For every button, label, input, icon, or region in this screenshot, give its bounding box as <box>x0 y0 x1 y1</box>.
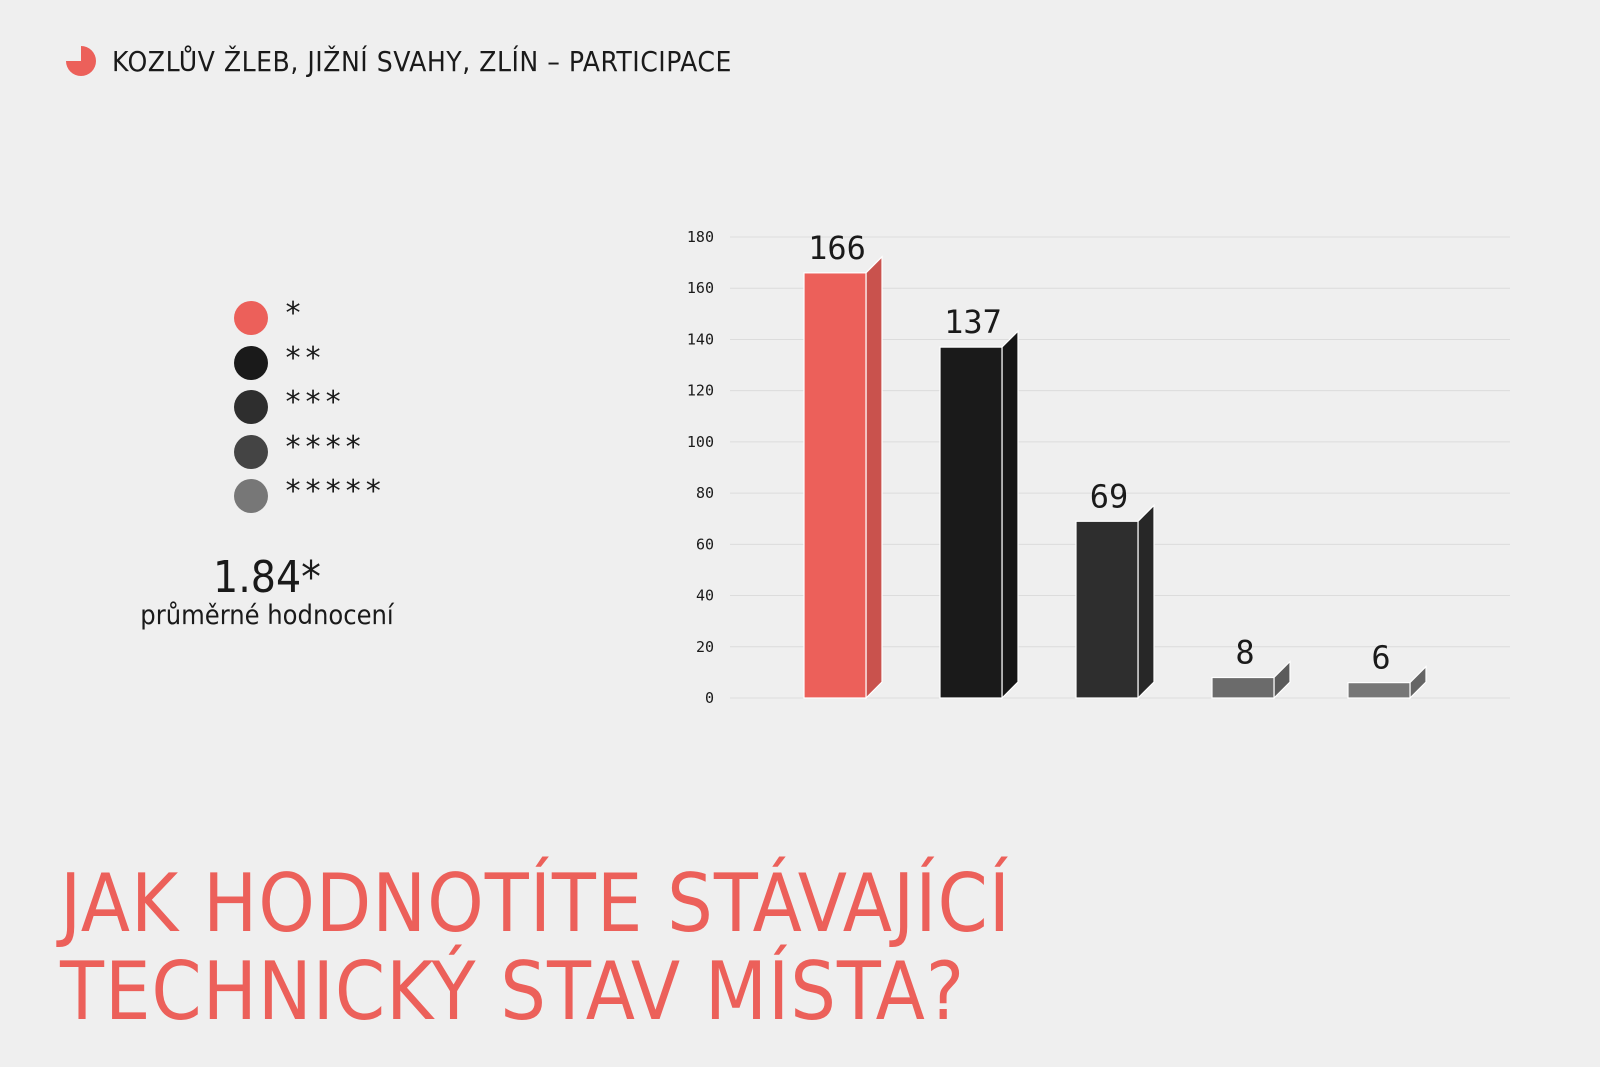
legend-item: ***** <box>234 474 384 519</box>
survey-question-line-2: TECHNICKÝ STAV MÍSTA? <box>60 945 966 1038</box>
legend-label: ***** <box>284 474 385 510</box>
bar-front <box>1075 520 1139 699</box>
y-tick-label: 140 <box>687 330 714 348</box>
bar-value-label: 8 <box>1235 634 1254 672</box>
legend-label: *** <box>284 385 345 421</box>
legend-label: **** <box>284 429 365 465</box>
bar <box>803 255 883 700</box>
bar <box>1075 503 1155 700</box>
y-tick-label: 0 <box>705 689 714 707</box>
bar-value-label: 166 <box>808 229 866 267</box>
pie-chart-icon <box>66 46 96 76</box>
bar-front <box>1211 676 1275 699</box>
bar-front <box>1347 682 1411 699</box>
survey-question: JAK HODNOTÍTE STÁVAJÍCÍ TECHNICKÝ STAV M… <box>60 860 1011 1036</box>
page-title: KOZLŮV ŽLEB, JIŽNÍ SVAHY, ZLÍN – PARTICI… <box>112 44 732 78</box>
y-tick-label: 180 <box>687 228 714 246</box>
y-tick-label: 120 <box>687 382 714 400</box>
legend-item: *** <box>234 385 384 430</box>
chart-bars <box>803 255 1427 700</box>
y-tick-label: 80 <box>696 484 714 502</box>
bar <box>1211 660 1291 700</box>
legend-dot <box>234 479 268 514</box>
y-tick-label: 160 <box>687 279 714 297</box>
bar <box>1347 665 1427 700</box>
survey-question-line-1: JAK HODNOTÍTE STÁVAJÍCÍ <box>60 857 1011 950</box>
bar-value-label: 6 <box>1371 639 1390 677</box>
bar <box>939 329 1019 700</box>
legend-item: **** <box>234 430 384 475</box>
rating-bar-chart: 0 20 40 60 80 100 120 140 160 180 166 137 69 8 6 <box>687 228 1510 707</box>
bar-value-label: 69 <box>1090 477 1129 515</box>
y-tick-label: 100 <box>687 433 714 451</box>
bar-side <box>865 255 883 700</box>
average-rating-value: 1.84* <box>213 552 321 603</box>
chart-legend: * ** *** **** ***** <box>234 296 384 519</box>
legend-dot <box>234 390 268 425</box>
y-tick-label: 40 <box>696 587 714 605</box>
legend-dot <box>234 345 268 380</box>
page-header: KOZLŮV ŽLEB, JIŽNÍ SVAHY, ZLÍN – PARTICI… <box>64 44 732 78</box>
bar-side <box>1409 665 1427 700</box>
bar-front <box>939 346 1003 699</box>
legend-label: ** <box>284 340 325 376</box>
bar-front <box>803 272 867 699</box>
y-tick-label: 60 <box>696 535 714 553</box>
y-tick-label: 20 <box>696 638 714 656</box>
average-rating-label: průměrné hodnocení <box>140 600 394 631</box>
legend-dot <box>234 434 268 469</box>
legend-item: ** <box>234 341 384 386</box>
bar-value-label: 137 <box>944 303 1002 341</box>
bar-side <box>1001 329 1019 700</box>
bar-side <box>1273 660 1291 700</box>
bar-side <box>1137 503 1155 700</box>
legend-item: * <box>234 296 384 341</box>
data-labels: 166 137 69 8 6 <box>808 229 1391 677</box>
y-axis-ticks: 0 20 40 60 80 100 120 140 160 180 <box>687 228 714 707</box>
legend-dot <box>234 301 268 336</box>
legend-label: * <box>284 296 305 332</box>
average-rating: 1.84* průměrné hodnocení <box>117 556 417 632</box>
